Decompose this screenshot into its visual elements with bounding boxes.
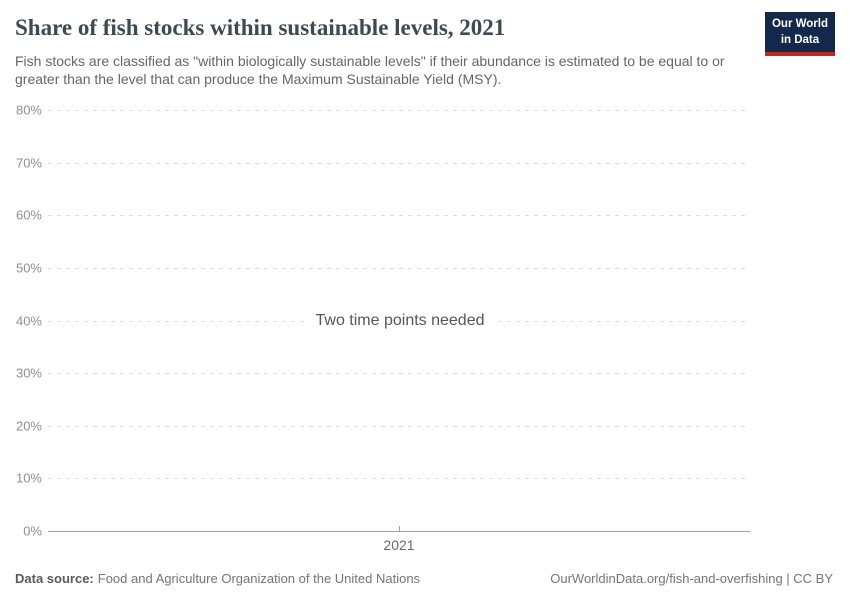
x-axis-tick-label: 2021: [383, 537, 415, 553]
data-source-label: Data source:: [15, 571, 94, 586]
y-axis-tick-label: 40%: [15, 313, 42, 328]
y-axis-tick-label: 60%: [15, 207, 42, 223]
chart-empty-message: Two time points needed: [304, 310, 496, 332]
owid-logo-line2: in Data: [780, 33, 820, 46]
gridline: [48, 425, 750, 427]
gridline: [48, 373, 750, 375]
page-title: Share of fish stocks within sustainable …: [15, 15, 506, 40]
y-axis-tick-label: 20%: [15, 418, 42, 434]
x-axis-tick: [399, 526, 400, 531]
x-axis-line: [48, 531, 750, 532]
owid-logo[interactable]: Our World in Data: [764, 12, 835, 57]
y-axis-tick-label: 10%: [15, 470, 42, 486]
gridline: [48, 215, 750, 217]
y-axis-tick-label: 30%: [15, 365, 42, 381]
gridline: [48, 267, 750, 269]
y-axis-tick-label: 50%: [15, 260, 42, 276]
owid-logo-line1: Our World: [771, 18, 828, 30]
y-axis-tick-label: 80%: [15, 102, 42, 118]
y-axis-tick-label: 70%: [15, 155, 42, 171]
gridline: [48, 110, 750, 111]
y-axis-tick-label: 0%: [23, 523, 42, 539]
chart-subtitle: Fish stocks are classified as "within bi…: [15, 53, 725, 88]
gridline: [48, 162, 750, 164]
gridline: [48, 478, 750, 480]
data-source: Data source: Food and Agriculture Organiz…: [15, 571, 420, 586]
data-source-value: Food and Agriculture Organization of the…: [97, 571, 421, 586]
attribution-link[interactable]: OurWorldinData.org/fish-and-overfishing …: [550, 571, 833, 586]
